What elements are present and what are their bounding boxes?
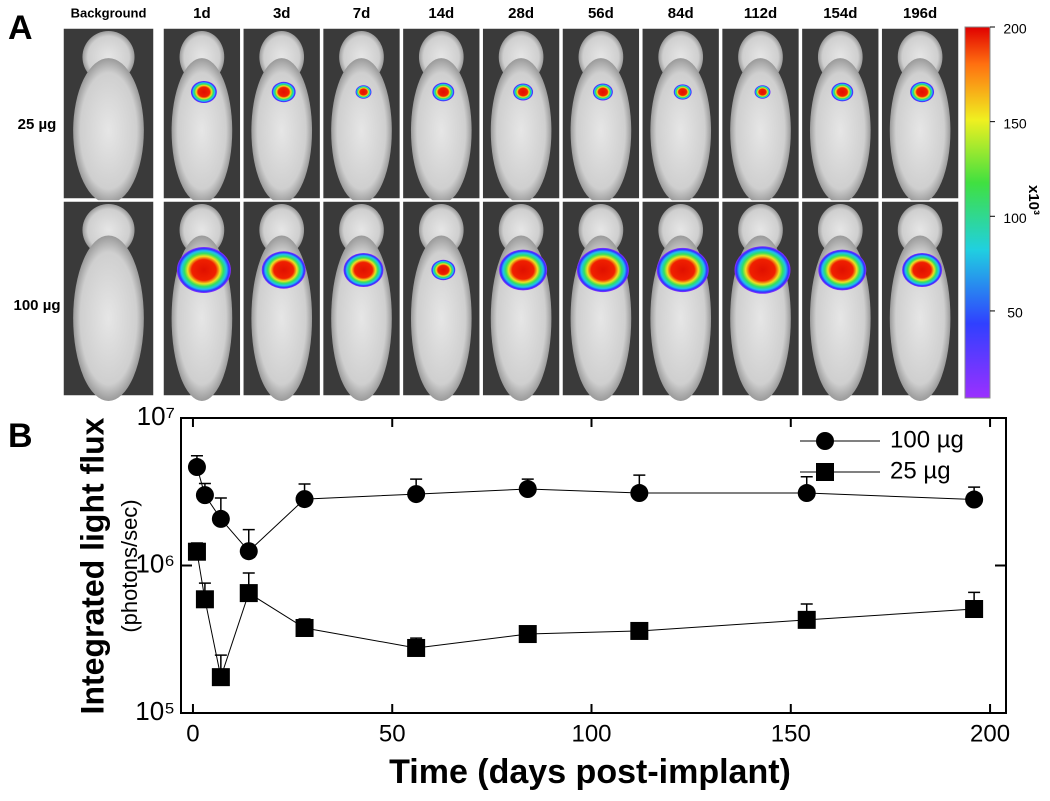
marker (211, 668, 230, 687)
column-header: 14d (428, 5, 454, 22)
column-header: 112d (744, 5, 777, 22)
marker (407, 638, 426, 657)
legend-marker (816, 432, 834, 450)
column-header: 154d (823, 5, 857, 22)
marker (630, 621, 649, 640)
marker (295, 490, 314, 509)
colorbar-tick-label: 150 (1003, 115, 1027, 131)
mouse-body (730, 58, 791, 204)
mouse-body (809, 58, 871, 204)
x-axis-title: Time (days post-implant) (389, 753, 791, 791)
signal (592, 83, 613, 101)
marker (239, 542, 258, 561)
legend-marker (816, 463, 834, 481)
marker (187, 458, 206, 477)
column-header: 7d (353, 5, 371, 22)
marker (211, 509, 230, 528)
series-line (196, 466, 975, 552)
marker (195, 590, 214, 609)
marker (187, 542, 206, 561)
signal (656, 247, 709, 293)
signal (902, 253, 943, 287)
marker (965, 490, 984, 509)
x-tick-label: 100 (571, 720, 611, 747)
column-header: 196d (903, 5, 937, 22)
signal (910, 81, 935, 103)
mouse-body (490, 58, 552, 204)
marker (797, 610, 816, 629)
mouse-body (73, 58, 144, 204)
legend-label: 25 µg (890, 457, 951, 484)
y-tick-label: 10⁶ (135, 548, 175, 578)
column-header: 1d (193, 5, 211, 22)
y-tick-label: 10⁵ (135, 696, 175, 726)
marker (518, 625, 537, 644)
marker (295, 618, 314, 637)
signal (176, 247, 231, 293)
marker (407, 485, 426, 504)
column-header: Background (71, 5, 147, 20)
colorbar-tick-label: 100 (1003, 210, 1027, 226)
panel-label: B (8, 417, 33, 455)
x-tick-label: 150 (771, 720, 811, 747)
y-axis-subtitle: (photons/sec) (117, 499, 142, 632)
y-axis-title: Integrated light flux (74, 417, 110, 714)
marker (965, 600, 984, 619)
panel-label: A (8, 9, 33, 47)
colorbar (964, 26, 991, 399)
signal (734, 246, 791, 294)
series-line (196, 551, 975, 680)
legend-label: 100 µg (890, 426, 964, 453)
signal (818, 249, 867, 291)
signal (343, 253, 384, 287)
signal (261, 251, 306, 289)
marker (797, 484, 816, 503)
column-header: 56d (588, 5, 614, 22)
mouse-body (73, 235, 144, 401)
signal (190, 80, 217, 104)
column-header: 3d (273, 5, 291, 22)
signal (513, 83, 534, 101)
marker (630, 484, 649, 503)
mouse-body (889, 58, 951, 204)
mouse-body (410, 235, 472, 401)
x-tick-label: 0 (186, 720, 199, 747)
mouse-body (331, 58, 392, 204)
marker (239, 584, 258, 603)
signal (271, 81, 296, 103)
signal (673, 84, 692, 100)
signal (499, 249, 548, 291)
marker (195, 486, 214, 505)
signal (576, 247, 629, 293)
row-label: 25 µg (18, 116, 57, 133)
signal (754, 85, 771, 99)
mouse-body (251, 58, 313, 204)
mouse-body (570, 58, 632, 204)
colorbar-unit: x10³ (1025, 185, 1042, 215)
marker (518, 480, 537, 499)
y-tick-label: 10⁷ (137, 401, 175, 431)
colorbar-tick-label: 50 (1007, 305, 1023, 321)
row-label: 100 µg (14, 297, 61, 314)
mouse-body (171, 58, 233, 204)
signal (431, 259, 456, 281)
column-header: 84d (668, 5, 694, 22)
signal (432, 82, 455, 102)
x-tick-label: 200 (970, 720, 1010, 747)
mouse-body (410, 58, 472, 204)
mouse-body (650, 58, 712, 204)
signal (355, 85, 372, 99)
x-tick-label: 50 (379, 720, 406, 747)
column-header: 28d (508, 5, 534, 22)
signal (831, 82, 854, 102)
plot-frame (180, 417, 1007, 714)
colorbar-tick-label: 200 (1003, 21, 1027, 37)
